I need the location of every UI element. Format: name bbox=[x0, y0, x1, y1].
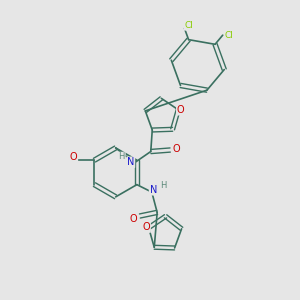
Text: O: O bbox=[173, 143, 181, 154]
Text: Cl: Cl bbox=[184, 21, 194, 30]
Text: N: N bbox=[150, 185, 157, 195]
Text: O: O bbox=[142, 222, 150, 232]
Text: Cl: Cl bbox=[225, 31, 234, 40]
Text: O: O bbox=[177, 105, 184, 115]
Text: O: O bbox=[130, 214, 137, 224]
Text: H: H bbox=[118, 152, 125, 161]
Text: O: O bbox=[70, 152, 77, 162]
Text: N: N bbox=[127, 157, 134, 167]
Text: H: H bbox=[160, 181, 166, 190]
